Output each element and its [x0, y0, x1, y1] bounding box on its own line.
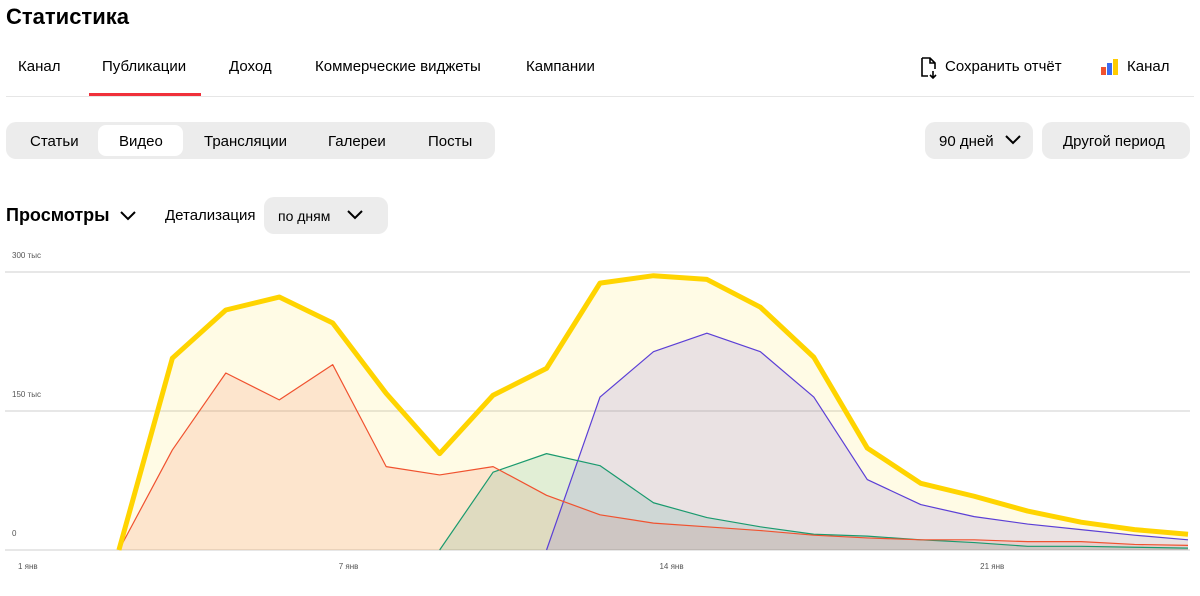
- y-tick-label: 300 тыс: [12, 251, 41, 260]
- other-period-label: Другой период: [1063, 133, 1165, 150]
- active-tab-underline: [89, 93, 201, 96]
- content-tab[interactable]: Посты: [428, 133, 473, 150]
- nav-tab[interactable]: Доход: [229, 58, 272, 75]
- area-fill: [439, 453, 1188, 550]
- period-select[interactable]: 90 дней: [925, 122, 1033, 159]
- x-tick-label: 1 янв: [18, 562, 38, 571]
- page-title: Статистика: [6, 4, 129, 29]
- detail-label: Детализация: [165, 207, 256, 224]
- channel-link[interactable]: Канал: [1127, 58, 1170, 75]
- other-period[interactable]: Другой период: [1042, 122, 1190, 159]
- chevron: [120, 211, 136, 221]
- save-report[interactable]: Сохранить отчёт: [945, 58, 1062, 75]
- y-tick-label: 0: [12, 529, 17, 538]
- nav-tab[interactable]: Коммерческие виджеты: [315, 58, 481, 75]
- detail-value: по дням: [278, 208, 331, 224]
- save-icon: [921, 57, 937, 80]
- area-fill: [546, 333, 1188, 550]
- content-tab[interactable]: Видео: [119, 133, 163, 150]
- content-tab[interactable]: Статьи: [30, 133, 79, 150]
- x-tick-label: 7 янв: [339, 562, 359, 571]
- nav-tab[interactable]: Публикации: [102, 58, 187, 75]
- chart: 0 150 тыс 300 тыс 1 янв 7 янв 14 янв 21 янв: [5, 251, 1190, 571]
- area-fill: [118, 364, 1189, 550]
- content-tabs: Статьи Видео Трансляции Галереи Посты: [6, 122, 495, 159]
- nav-tab[interactable]: Кампании: [526, 58, 595, 75]
- x-tick-label: 21 янв: [980, 562, 1004, 571]
- chevron: [347, 210, 363, 220]
- series-line: [116, 273, 1189, 551]
- series-line: [545, 332, 1189, 551]
- series-line: [118, 364, 1189, 551]
- y-tick-label: 150 тыс: [12, 390, 41, 399]
- detail-select[interactable]: по дням: [264, 197, 388, 234]
- content-tab[interactable]: Трансляции: [204, 133, 288, 150]
- divider: [6, 96, 1194, 97]
- period-range: 90 дней: [939, 133, 994, 150]
- content-tab[interactable]: Галереи: [328, 133, 386, 150]
- metric-name[interactable]: Просмотры: [6, 205, 110, 225]
- channel-icon: [1101, 59, 1118, 75]
- nav-tab[interactable]: Канал: [18, 58, 61, 75]
- active-tab-bg: [98, 125, 183, 156]
- x-tick-label: 14 янв: [659, 562, 683, 571]
- chevron: [1005, 135, 1021, 145]
- series-line: [439, 453, 1189, 551]
- area-fill: [118, 275, 1189, 550]
